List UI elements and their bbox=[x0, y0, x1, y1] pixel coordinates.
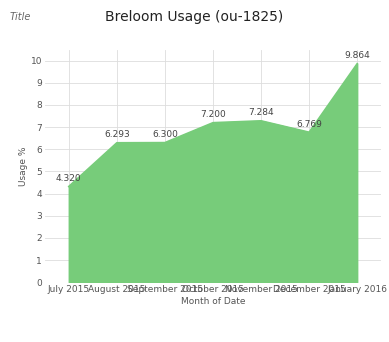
Text: 9.864: 9.864 bbox=[344, 51, 370, 60]
Text: 4.320: 4.320 bbox=[56, 174, 82, 183]
Y-axis label: Usage %: Usage % bbox=[19, 146, 28, 186]
Text: 6.300: 6.300 bbox=[152, 130, 178, 139]
X-axis label: Month of Date: Month of Date bbox=[181, 297, 245, 306]
Text: 7.284: 7.284 bbox=[248, 108, 274, 118]
Text: 6.769: 6.769 bbox=[296, 120, 322, 129]
Text: Breloom Usage (ou-1825): Breloom Usage (ou-1825) bbox=[105, 10, 284, 24]
Text: 6.293: 6.293 bbox=[104, 130, 130, 140]
Text: 7.200: 7.200 bbox=[200, 110, 226, 119]
Text: Title: Title bbox=[10, 12, 31, 22]
